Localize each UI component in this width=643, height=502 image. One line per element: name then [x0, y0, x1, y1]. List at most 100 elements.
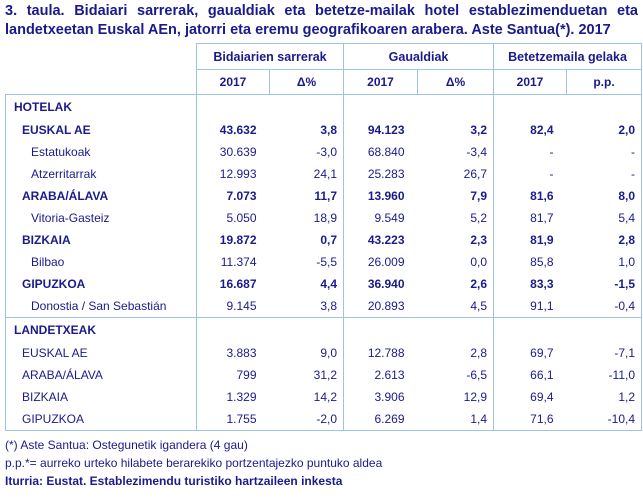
cell: 18,9	[313, 211, 338, 225]
row-label: ARABA/ÁLAVA	[5, 185, 197, 207]
table-row-section-hotelak: HOTELAK	[5, 94, 643, 119]
cell: 2,8	[470, 346, 488, 360]
cell	[493, 94, 567, 119]
cell: 799	[196, 364, 270, 386]
row-label: BIZKAIA	[5, 229, 197, 251]
row-label: Vitoria-Gasteiz	[5, 207, 197, 229]
cell: 12.788	[343, 342, 418, 364]
cell: 25.283	[343, 163, 418, 185]
cell: -3,4	[466, 145, 488, 159]
header-sub-row: 2017 Δ% 2017 Δ% 2017 p.p.	[6, 69, 643, 95]
cell	[566, 94, 643, 119]
row-label: Donostia / San Sebastián	[5, 295, 197, 318]
cell: 2,3	[470, 233, 488, 247]
cell: 69,7	[493, 342, 567, 364]
cell: 4,4	[320, 277, 338, 291]
table-row-section-landetxeak: LANDETXEAK	[5, 317, 643, 342]
table-row: EUSKAL AE 3.883 9,0 12.788 2,8 69,7 -7,1	[5, 342, 643, 364]
cell: 13.960	[343, 185, 418, 207]
cell: -	[566, 141, 643, 163]
column-subheader-pp: p.p.	[566, 69, 643, 95]
column-group-betetzemaila-gelaka: Betetzemaila gelaka	[493, 43, 643, 70]
cell	[269, 317, 344, 342]
column-subheader-delta-pct: Δ%	[417, 69, 495, 95]
row-label: EUSKAL AE	[5, 342, 197, 364]
cell: 3,2	[470, 123, 488, 137]
cell: 43.632	[196, 119, 270, 141]
cell: 94.123	[343, 119, 418, 141]
row-label: Estatukoak	[5, 141, 197, 163]
table-row: GIPUZKOA 1.755 -2,0 6.269 1,4 71,6 -10,4	[5, 408, 643, 431]
cell: 9.549	[343, 207, 418, 229]
cell: 5,2	[470, 211, 488, 225]
column-subheader-2017: 2017	[493, 69, 568, 95]
table-row: BIZKAIA 1.329 14,2 3.906 12,9 69,4 1,2	[5, 386, 643, 408]
table-row: ARABA/ÁLAVA 799 31,2 2.613 -6,5 66,1 -11…	[5, 364, 643, 386]
statistics-table: Bidaiarien sarrerak Gaualdiak Betetzemai…	[5, 43, 643, 431]
table-row: BIZKAIA 19.872 0,7 43.223 2,3 81,9 2,8	[5, 229, 643, 251]
cell: 91,1	[493, 295, 567, 318]
row-label: EUSKAL AE	[5, 119, 197, 141]
cell: 3,8	[320, 123, 338, 137]
cell: 7.073	[196, 185, 270, 207]
table-row: GIPUZKOA 16.687 4,4 36.940 2,6 83,3 -1,5	[5, 273, 643, 295]
cell: 0,7	[320, 233, 338, 247]
cell: -10,4	[566, 408, 643, 431]
header-group-row: Bidaiarien sarrerak Gaualdiak Betetzemai…	[6, 43, 643, 70]
cell: 31,2	[313, 368, 338, 382]
footnote-pp-definition: p.p.*= aurreko urteko hilabete berarekik…	[5, 456, 383, 470]
cell: 5,4	[566, 207, 643, 229]
cell: 1,2	[566, 386, 643, 408]
table-row: Vitoria-Gasteiz 5.050 18,9 9.549 5,2 81,…	[5, 207, 643, 229]
column-subheader-delta-pct: Δ%	[268, 69, 345, 95]
cell: 36.940	[343, 273, 418, 295]
table-row: Atzerritarrak 12.993 24,1 25.283 26,7 - …	[5, 163, 643, 185]
table-title: 3. taula. Bidaiari sarrerak, gaualdiak e…	[5, 3, 638, 38]
cell	[343, 317, 418, 342]
row-label: BIZKAIA	[5, 386, 197, 408]
cell: -6,5	[466, 368, 488, 382]
cell: 2.613	[343, 364, 418, 386]
header-corner-spacer	[6, 44, 197, 70]
cell: 30.639	[196, 141, 270, 163]
row-label: Atzerritarrak	[5, 163, 197, 185]
column-subheader-2017: 2017	[343, 69, 419, 95]
cell: 71,6	[493, 408, 567, 431]
cell: -7,1	[566, 342, 643, 364]
cell: 3.906	[343, 386, 418, 408]
cell: 1.329	[196, 386, 270, 408]
cell: -2,0	[269, 408, 344, 431]
cell	[269, 94, 344, 119]
cell: 2,8	[566, 229, 643, 251]
table-header: Bidaiarien sarrerak Gaualdiak Betetzemai…	[6, 43, 643, 95]
table-row: ARABA/ÁLAVA 7.073 11,7 13.960 7,9 81,6 8…	[5, 185, 643, 207]
cell: 7,9	[470, 189, 488, 203]
cell: 12,9	[463, 390, 488, 404]
column-subheader-2017: 2017	[196, 69, 270, 95]
cell	[493, 317, 567, 342]
cell: 81,9	[493, 229, 567, 251]
cell: 9.145	[196, 295, 270, 318]
cell: 0,0	[470, 255, 488, 269]
table-row: Bilbao 11.374 -5,5 26.009 0,0 85,8 1,0	[5, 251, 643, 273]
cell	[417, 94, 494, 119]
cell	[196, 94, 270, 119]
cell: 1.755	[196, 408, 270, 431]
cell: 66,1	[493, 364, 567, 386]
cell: 69,4	[493, 386, 567, 408]
table-row: EUSKAL AE 43.632 3,8 94.123 3,2 82,4 2,0	[5, 119, 643, 141]
cell: -5,5	[316, 255, 338, 269]
cell: -1,5	[566, 273, 643, 295]
row-label: ARABA/ÁLAVA	[5, 364, 197, 386]
table-row: Donostia / San Sebastián 9.145 3,8 20.89…	[5, 295, 643, 318]
cell: 26,7	[463, 167, 488, 181]
cell	[417, 317, 494, 342]
column-group-gaualdiak: Gaualdiak	[343, 43, 495, 70]
cell: 81,6	[493, 185, 567, 207]
row-label: Bilbao	[5, 251, 197, 273]
footnotes: (*) Aste Santua: Ostegunetik igandera (4…	[5, 436, 643, 490]
cell: 1,0	[566, 251, 643, 273]
cell: 16.687	[196, 273, 270, 295]
cell: 82,4	[493, 119, 567, 141]
cell: 68.840	[343, 141, 418, 163]
